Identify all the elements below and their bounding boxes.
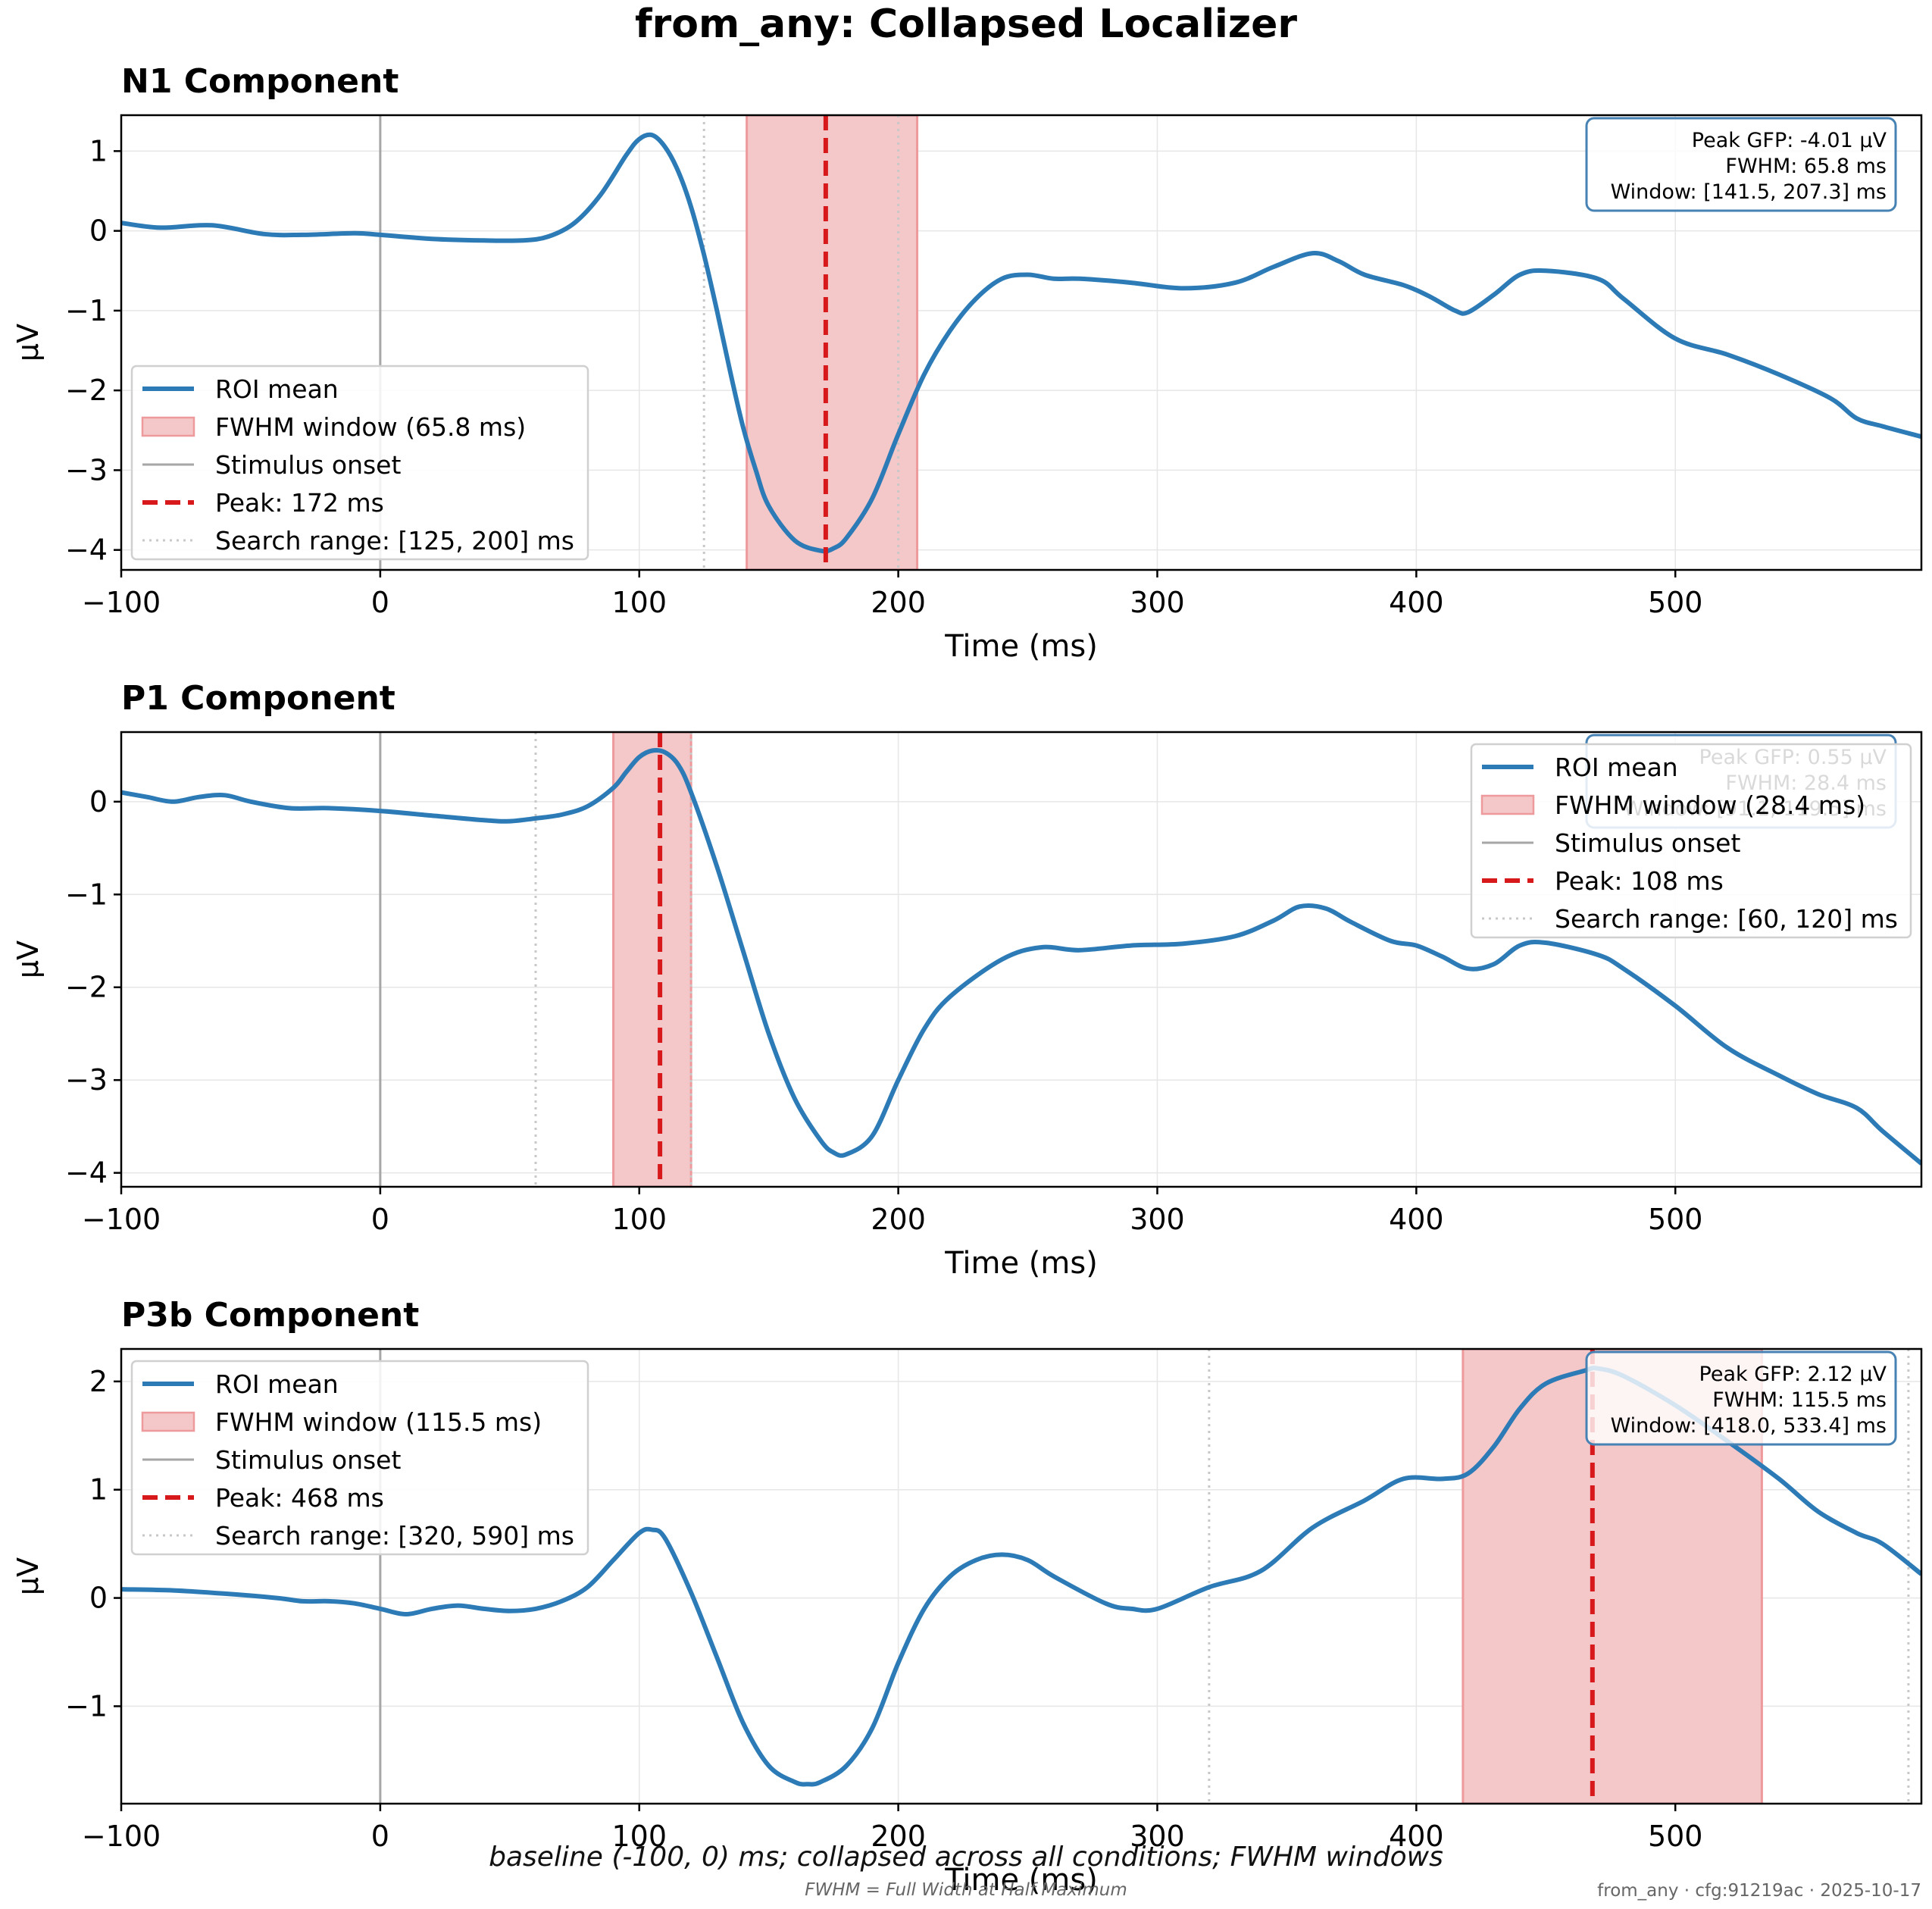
x-axis-label: Time (ms) [944,1246,1098,1281]
roi-mean-line [121,1366,1921,1787]
x-tick-label: −100 [82,1820,161,1853]
legend-frame [130,1360,589,1556]
legend-label: FWHM window (115.5 ms) [215,1407,542,1437]
legend-label: ROI mean [215,1369,339,1399]
y-axis-label: µV [11,940,45,978]
y-tick-label: −3 [65,453,108,487]
info-box-line: Peak GFP: 2.12 µV [1699,1363,1887,1386]
legend-label: FWHM window (28.4 ms) [1555,790,1865,820]
figure-stamp: from_any · cfg:91219ac · 2025-10-17 [1597,1881,1921,1901]
legend: ROI mean FWHM window (115.5 ms) Stimulus o… [130,1360,589,1556]
plot-area [121,732,1921,1187]
legend-frame [130,365,589,561]
y-tick-label: 0 [89,214,108,248]
plot-frame [120,114,1923,571]
figure-title: from_any: Collapsed Localizer [634,2,1298,47]
y-axis-label: µV [11,1557,45,1595]
y-tick-label: 1 [89,134,108,167]
x-tick-label: −100 [82,586,161,619]
legend-label: Peak: 172 ms [215,488,384,518]
panel-title-n1: N1 Component [121,62,399,101]
figure-footnote: FWHM = Full Width at Half Maximum [805,1880,1127,1900]
figure-caption: baseline (-100, 0) ms; collapsed across … [489,1842,1443,1873]
x-tick-label: 500 [1648,586,1703,619]
x-tick-label: 300 [1130,586,1185,619]
legend-label: Stimulus onset [1555,828,1740,858]
info-box-line: FWHM: 115.5 ms [1712,1388,1887,1412]
x-tick-label: 300 [1130,1203,1185,1236]
x-axis-label: Time (ms) [944,629,1098,664]
legend-label: Search range: [320, 590] ms [215,1521,574,1551]
y-tick-label: −2 [65,971,108,1004]
y-tick-label: −1 [65,1689,108,1723]
panel-p1: −100 0 100 200 300 400 500 −4 −3 −2 −1 0 Time (ms) µV… [11,731,1923,1281]
y-tick-label: −1 [65,878,108,911]
y-tick-label: −4 [65,534,108,567]
x-tick-label: 0 [371,1820,389,1853]
info-box-frame [1585,1350,1897,1446]
x-tick-label: 200 [871,1820,926,1853]
legend-label: Search range: [60, 120] ms [1555,904,1898,934]
x-tick-label: 200 [871,586,926,619]
legend-label: FWHM window (65.8 ms) [215,412,526,442]
x-tick-label: 200 [871,1203,926,1236]
legend-label: ROI mean [1555,753,1678,782]
y-tick-label: 0 [89,785,108,818]
legend: ROI mean FWHM window (65.8 ms) Stimulus on… [130,365,589,561]
legend-label: ROI mean [215,374,339,404]
panel-p3b: −100 0 100 200 300 400 500 −1 0 1 2 Time (ms) µV Peak… [11,1347,1923,1898]
y-tick-label: 0 [89,1582,108,1615]
x-tick-label: 100 [611,586,667,619]
x-tick-label: 300 [1130,1820,1185,1853]
panel-title-p1: P1 Component [121,679,395,718]
legend-label: Peak: 108 ms [1555,866,1724,896]
fwhm-window [612,732,692,1187]
x-axis-label: Time (ms) [944,1863,1098,1898]
x-tick-label: −100 [82,1203,161,1236]
plot-frame [120,1347,1923,1805]
y-tick-label: 1 [89,1473,108,1507]
x-tick-label: 500 [1648,1203,1703,1236]
legend-label: Search range: [125, 200] ms [215,526,574,555]
legend-label: Peak: 468 ms [215,1483,384,1513]
info-box-line: FWHM: 65.8 ms [1725,155,1887,178]
legend-label: Stimulus onset [215,450,401,480]
roi-mean-line [121,748,1921,1166]
x-tick-label: 400 [1389,586,1444,619]
fwhm-window [746,115,919,570]
y-tick-label: −2 [65,374,108,407]
legend-handle-fwhm [141,1411,195,1432]
y-tick-label: 2 [89,1365,108,1398]
x-tick-label: 400 [1389,1820,1444,1853]
x-tick-label: 400 [1389,1203,1444,1236]
panel-n1: −100 0 100 200 300 400 500 −4 −3 −2 −1 0 1 Time (ms) µ… [11,114,1923,664]
legend: ROI mean FWHM window (28.4 ms) Stimulus on… [1470,743,1912,939]
info-box-frame [1585,117,1897,212]
x-tick-label: 0 [371,1203,389,1236]
legend-label: Stimulus onset [215,1445,401,1475]
legend-handle-fwhm [141,416,195,437]
info-box-line: Peak GFP: -4.01 µV [1692,129,1887,152]
y-axis-label: µV [11,324,45,361]
info-box-line: Window: [141.5, 207.3] ms [1611,180,1887,204]
panel-title-p3b: P3b Component [121,1296,420,1335]
x-tick-label: 100 [611,1820,667,1853]
legend-handle-fwhm [1480,794,1535,815]
x-tick-label: 500 [1648,1820,1703,1853]
y-tick-label: −4 [65,1156,108,1190]
y-tick-label: −1 [65,294,108,327]
roi-mean-line [121,132,1921,554]
x-tick-label: 100 [611,1203,667,1236]
y-tick-label: −3 [65,1063,108,1097]
info-box-line: Window: [418.0, 533.4] ms [1611,1414,1887,1438]
x-tick-label: 0 [371,586,389,619]
plot-frame [120,731,1923,1188]
legend-frame [1470,743,1912,939]
